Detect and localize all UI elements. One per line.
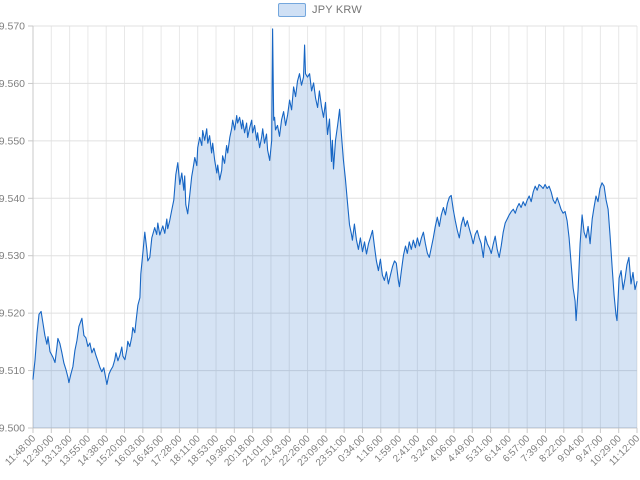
x-axis-labels: 11:48:0012:30:0013:13:0013:55:0014:38:00… <box>3 433 640 469</box>
y-tick-label: 9.520 <box>0 308 25 320</box>
y-tick-label: 9.550 <box>0 135 25 147</box>
y-tick-label: 9.560 <box>0 78 25 90</box>
area-series <box>33 28 637 429</box>
x-gridlines <box>32 26 638 428</box>
y-gridlines <box>28 25 637 429</box>
y-tick-label: 9.540 <box>0 193 25 205</box>
legend: JPY KRW <box>0 3 640 17</box>
y-tick-label: 9.570 <box>0 21 25 33</box>
legend-swatch <box>278 3 307 17</box>
y-tick-label: 9.530 <box>0 250 25 262</box>
legend-item-jpy-krw[interactable]: JPY KRW <box>278 3 362 17</box>
y-tick-label: 9.500 <box>0 423 25 435</box>
y-axis-labels: 9.570 9.560 9.550 9.540 9.530 9.520 9.510 9.500 <box>0 21 25 435</box>
axes <box>32 26 638 433</box>
y-tick-label: 9.510 <box>0 365 25 377</box>
line-series[interactable] <box>32 28 638 385</box>
legend-label: JPY KRW <box>312 4 362 16</box>
